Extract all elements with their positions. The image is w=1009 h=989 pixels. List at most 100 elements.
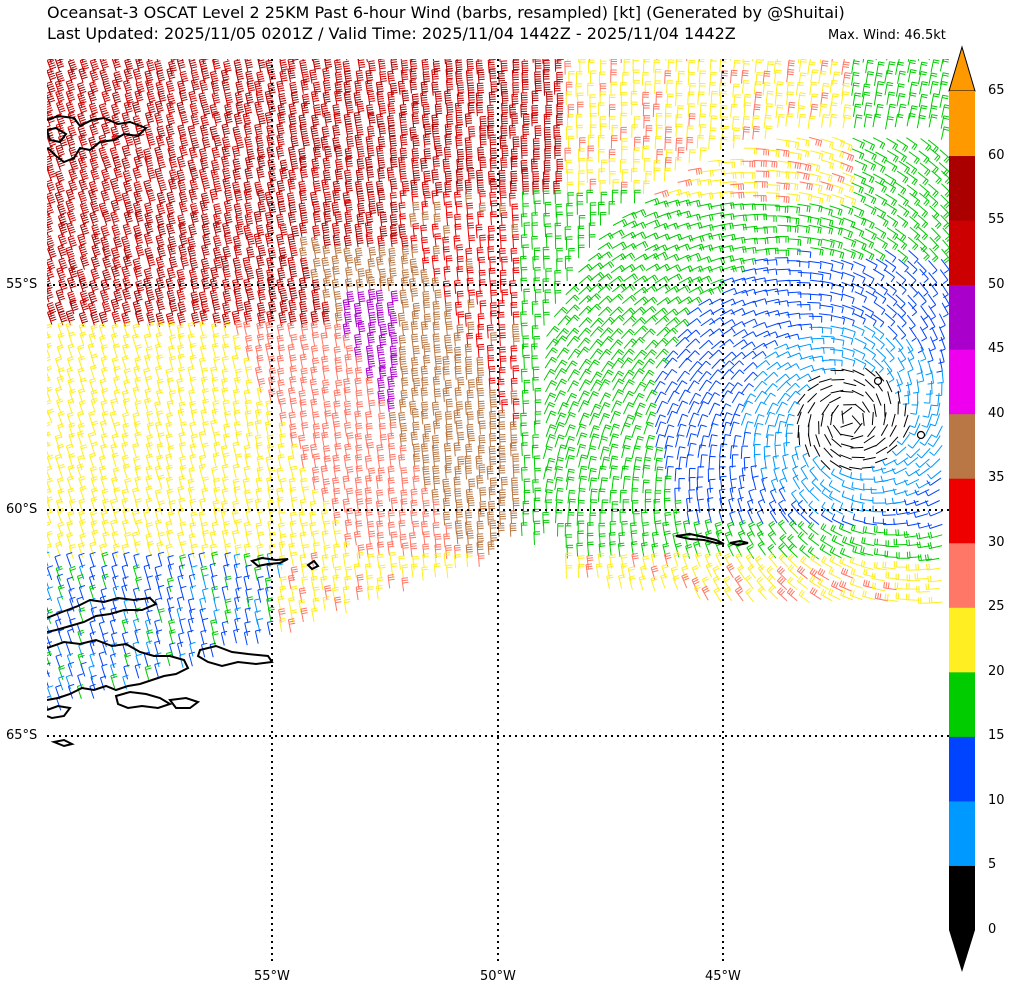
wind-barb [861,91,871,106]
colorbar-bin [949,155,975,221]
south-shetland-coastline [47,596,158,633]
wind-barb [123,180,133,196]
wind-barb [642,358,656,370]
wind-barb [830,580,844,592]
wind-barb [377,390,386,405]
wind-barb [233,189,243,205]
wind-barb [903,531,918,538]
wind-barb [312,411,320,426]
wind-barb [689,243,705,251]
wind-barb [222,136,231,152]
wind-barb [872,137,886,150]
wind-barb [344,533,352,548]
wind-barb [210,619,218,634]
wind-barb [266,620,274,636]
wind-barb [47,166,57,182]
wind-barb [840,422,853,428]
wind-barb [245,70,254,86]
wind-barb [915,458,930,468]
colorbar-bin [949,349,975,415]
wind-barb [907,260,918,275]
wind-barb [444,123,453,138]
wind-barb [810,337,825,345]
wind-barb [818,70,827,85]
wind-barb [738,486,745,502]
wind-barb [454,465,462,480]
wind-barb [47,408,55,424]
wind-barb [287,343,295,359]
wind-barb [575,71,583,85]
wind-barb [785,382,800,393]
wind-barb [190,78,200,94]
wind-barb [65,322,73,338]
wind-barb [810,367,826,374]
wind-barb [928,193,939,208]
colorbar-extend-max [948,45,976,92]
wind-barb [232,126,242,141]
wind-barb [56,398,64,414]
wind-barb [610,349,625,361]
wind-barb [345,278,353,293]
wind-barb [365,269,373,284]
wind-barb [68,168,78,184]
wind-barb [532,377,539,391]
wind-barb [663,222,679,230]
wind-barb [66,532,74,548]
wind-barb [466,411,474,426]
wind-barb [807,402,816,414]
wind-barb [422,71,431,86]
wind-barb [623,273,639,282]
wind-barb [353,111,362,127]
wind-barb [343,113,352,128]
wind-barb [333,291,342,306]
wind-barb [333,465,341,480]
wind-barb [357,291,366,306]
wind-barb [68,257,78,273]
wind-barb [795,81,804,96]
wind-barb [321,566,329,581]
wind-barb [874,226,887,240]
wind-barb [65,79,76,95]
wind-barb [444,455,453,470]
wind-barb [774,413,785,427]
wind-barb [76,430,84,446]
wind-barb [224,103,233,119]
wind-barb [664,368,678,381]
wind-barb [862,590,876,601]
wind-barb [498,391,506,405]
wind-barb [819,393,831,403]
wind-barb [389,453,397,468]
wind-barb [213,203,222,218]
wind-barb [565,285,580,296]
wind-barb [620,112,627,127]
wind-barb [111,310,121,326]
wind-barb [797,59,800,64]
wind-barb [322,478,330,493]
wind-barb [187,552,195,568]
wind-barb [289,81,298,97]
wind-barb [820,384,833,391]
wind-barb [609,433,620,447]
wind-barb [829,490,842,503]
wind-barb [479,487,487,502]
wind-barb [101,519,109,535]
wind-barb [245,267,255,283]
wind-barb [101,179,111,195]
wind-barb [398,555,406,570]
wind-barb [796,304,811,311]
wind-barb [567,489,576,504]
wind-barb [597,552,605,567]
wind-barb [289,520,297,535]
wind-barb [821,359,836,366]
wind-barb [268,531,276,547]
wind-barb [829,102,838,116]
wind-barb [257,244,267,260]
wind-barb [843,59,845,64]
wind-barb [697,256,712,264]
wind-barb [693,584,701,600]
wind-barb [58,310,68,326]
wind-barb [47,685,54,701]
wind-barb [929,336,936,352]
wind-barb [608,201,616,215]
wind-barb [719,245,734,253]
